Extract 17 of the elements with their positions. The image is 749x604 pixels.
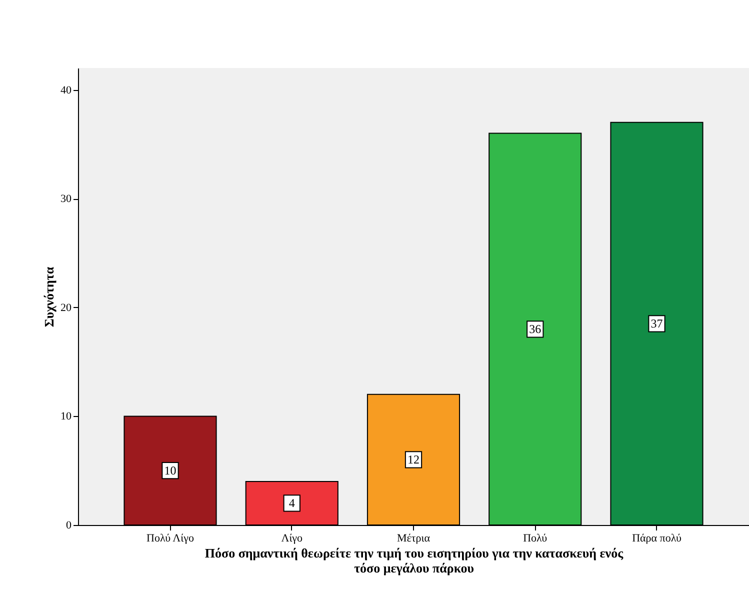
data-label: 12	[408, 452, 420, 467]
x-tick-label: Μέτρια	[396, 532, 430, 544]
y-tick-label: 10	[60, 410, 72, 423]
y-tick-label: 40	[60, 84, 72, 96]
x-axis-title: Πόσο σημαντική θεωρείτε την τιμή του εισητηρίου για την κατασκευή ενός τόσο μεγάλου πάρκου	[204, 546, 624, 576]
x-tick-label: Πολύ	[523, 532, 548, 544]
y-tick-label: 30	[60, 193, 72, 206]
data-label: 10	[164, 464, 176, 478]
data-label: 4	[288, 496, 295, 510]
x-tick-label: Λίγο	[281, 532, 304, 544]
data-label: 36	[529, 322, 542, 336]
y-tick-label: 0	[66, 520, 72, 532]
x-tick-label: Πάρα πολύ	[632, 532, 682, 544]
data-label: 37	[650, 316, 663, 331]
x-tick-label: Πολύ Λίγο	[146, 532, 194, 544]
y-axis-title: Συχνότητα	[42, 266, 56, 328]
y-tick-label: 20	[60, 302, 72, 314]
